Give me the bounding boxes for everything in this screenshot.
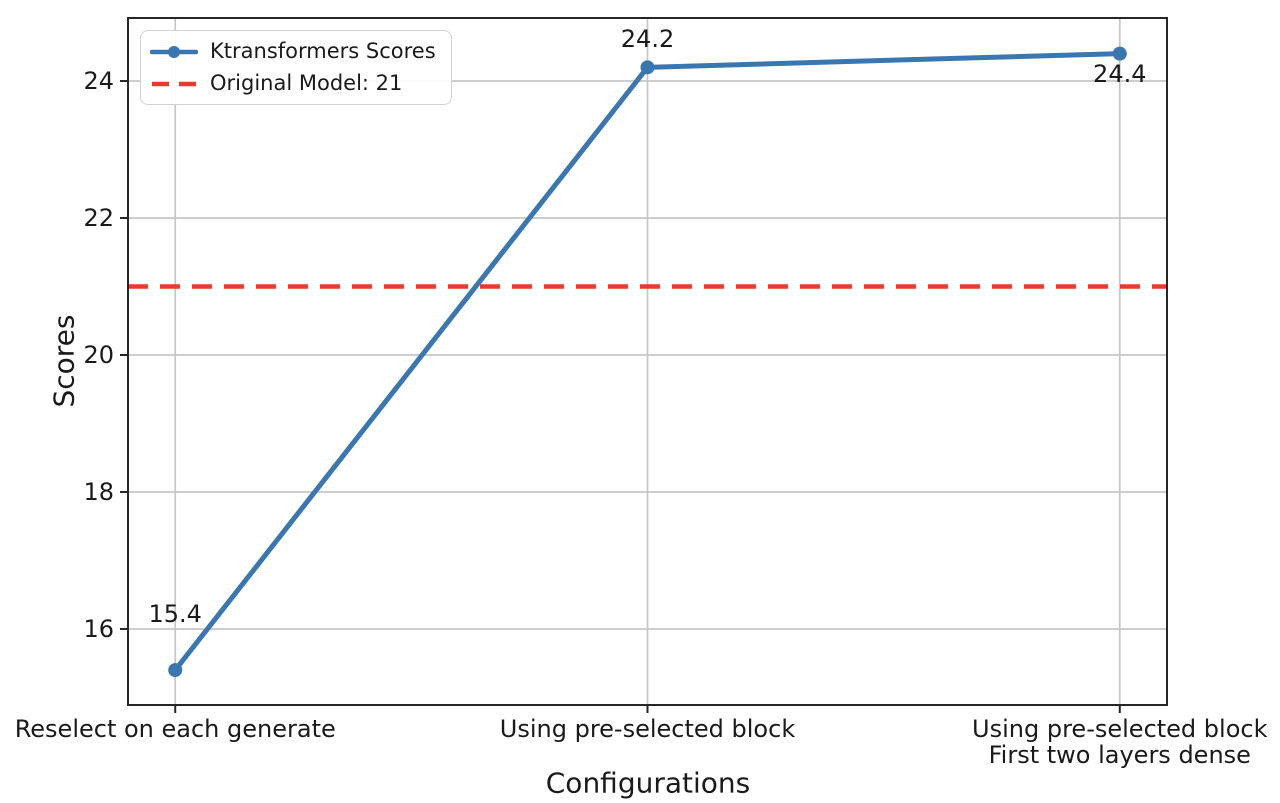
data-point-label-2: 24.2 bbox=[620, 25, 675, 54]
legend-item-ktransformers-scores: Ktransformers Scores bbox=[150, 40, 436, 63]
y-tick-label-22: 22 bbox=[83, 204, 114, 232]
data-point-label-3: 24.4 bbox=[1093, 59, 1147, 88]
legend-item-original-model: Original Model: 21 bbox=[150, 72, 436, 95]
x-tick-line: Using pre-selected block bbox=[499, 715, 796, 743]
x-tick-label-preselected: Using pre-selected block bbox=[500, 716, 795, 742]
series-line-marker-icon bbox=[150, 45, 198, 58]
y-axis-label: Scores bbox=[47, 314, 81, 408]
x-axis-label: Configurations bbox=[545, 766, 751, 800]
y-tick-label-20: 20 bbox=[83, 340, 114, 369]
x-tick-label-preselected-dense: Using pre-selected block First two layer… bbox=[972, 716, 1267, 768]
y-tick-label-24: 24 bbox=[83, 67, 114, 95]
legend-label: Original Model: 21 bbox=[210, 71, 403, 95]
x-tick-line: First two layers dense bbox=[988, 741, 1251, 769]
hline-dashed-icon bbox=[152, 81, 196, 86]
data-point-label-1: 15.4 bbox=[148, 600, 202, 629]
x-tick-line: Using pre-selected block bbox=[972, 715, 1268, 743]
x-tick-line: Reselect on each generate bbox=[14, 715, 336, 743]
y-tick-label-18: 18 bbox=[83, 477, 114, 506]
legend: Ktransformers Scores Original Model: 21 bbox=[140, 30, 452, 105]
legend-label: Ktransformers Scores bbox=[210, 39, 436, 63]
x-tick-label-reselect: Reselect on each generate bbox=[15, 716, 336, 742]
y-tick-label-16: 16 bbox=[83, 614, 114, 643]
